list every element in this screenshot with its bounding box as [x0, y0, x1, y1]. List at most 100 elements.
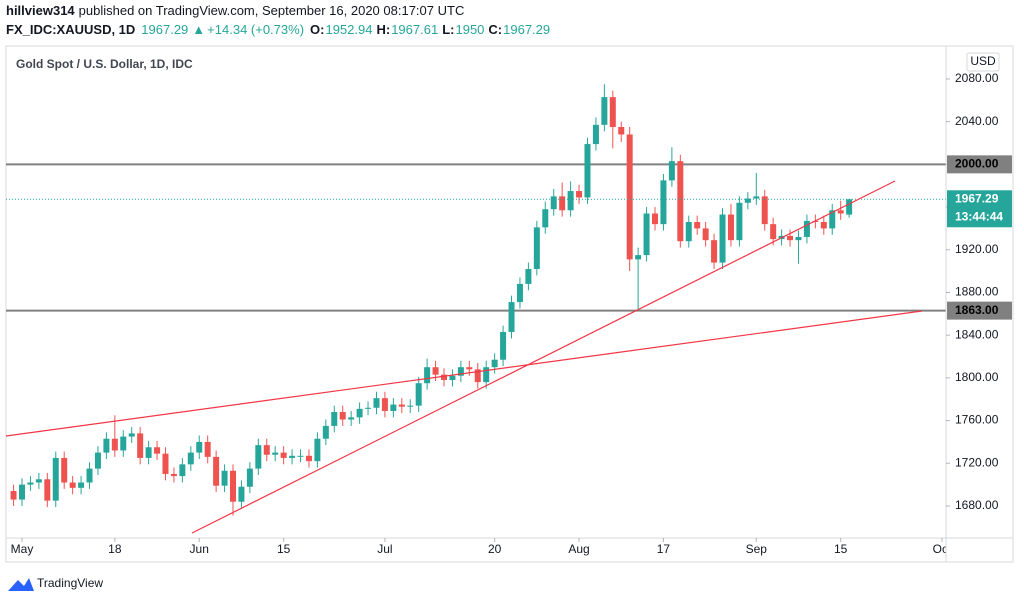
candle-body — [643, 213, 650, 256]
candle-body — [246, 468, 253, 487]
corner — [946, 539, 1012, 561]
candle-body — [162, 453, 169, 474]
candle-body — [94, 452, 101, 469]
candle-body — [415, 383, 422, 406]
y-tick-label: 1840.00 — [955, 327, 999, 341]
y-tick-label: 2080.00 — [955, 71, 999, 85]
candle-body — [170, 473, 177, 477]
candle-body — [263, 445, 270, 455]
ohlc-value: 1967.29 — [503, 22, 550, 37]
candle-body — [86, 468, 93, 483]
candle-body — [787, 235, 794, 241]
candle-body — [652, 213, 658, 225]
ohlc-label: H: — [376, 22, 390, 37]
author: hillview314 — [6, 3, 75, 18]
candle-body — [69, 482, 76, 488]
candle-body — [238, 486, 245, 502]
candle-body — [322, 425, 329, 439]
candle-body — [829, 210, 836, 229]
candle-body — [466, 367, 473, 370]
y-tick-label: 1880.00 — [955, 285, 999, 299]
candle-body — [576, 191, 583, 198]
x-tick-label: Sep — [746, 542, 768, 556]
candle-body — [685, 222, 692, 242]
candle-body — [567, 191, 574, 211]
candle-body — [559, 196, 566, 211]
candle-body — [356, 408, 363, 418]
candle-body — [457, 367, 464, 376]
candle-body — [626, 134, 633, 260]
candle-body — [677, 161, 684, 242]
candle-body — [407, 405, 414, 407]
candle-body — [449, 375, 456, 381]
level-label: 2000.00 — [955, 157, 999, 171]
candle-body — [668, 161, 675, 181]
y-tick-label: 1920.00 — [955, 242, 999, 256]
candle-body — [52, 457, 59, 501]
symbol: FX_IDC:XAUUSD, 1D — [6, 22, 135, 37]
candle-body — [280, 452, 287, 458]
candle-body — [753, 196, 760, 199]
candle-body — [272, 452, 279, 455]
candle-body — [491, 359, 498, 368]
x-tick-label: 18 — [108, 542, 122, 556]
candle-body — [390, 404, 397, 411]
candle-body — [137, 433, 144, 458]
ohlc-value: 1950 — [455, 22, 484, 37]
chart-title: Gold Spot / U.S. Dollar, 1D, IDC — [16, 57, 193, 71]
chart-frame — [5, 45, 1014, 563]
time-axis: May 18 Jun 15 Jul 20 Aug 17 Sep 15 Oct — [11, 538, 952, 556]
candle-body — [44, 479, 51, 501]
candle-body — [230, 470, 236, 502]
countdown: 13:44:44 — [955, 209, 1003, 223]
y-tick-label: 1680.00 — [955, 498, 999, 512]
x-tick-label: 15 — [834, 542, 848, 556]
candle-body — [500, 331, 507, 360]
candle-body — [103, 438, 110, 453]
candle-body — [761, 196, 768, 225]
candle-body — [508, 302, 515, 332]
candle-body — [803, 220, 810, 237]
candle-body — [213, 456, 220, 486]
candle-body — [339, 412, 346, 420]
candle-body — [10, 491, 17, 500]
header-line: hillview314 published on TradingView.com,… — [6, 3, 464, 18]
candle-body — [179, 464, 186, 477]
candle-body — [744, 198, 751, 203]
candle-body — [736, 202, 743, 241]
y-tick-label: 1760.00 — [955, 413, 999, 427]
candle-body — [660, 180, 667, 225]
candle-body — [305, 455, 312, 462]
level-label-box — [947, 155, 1012, 174]
price-axis: 1680.00 1720.00 1760.00 1800.00 1840.00 1880.… — [946, 71, 1012, 512]
candle-body — [145, 447, 152, 458]
ohlc-value: 1952.94 — [325, 22, 372, 37]
candle-body — [727, 214, 734, 241]
candle-body — [348, 417, 355, 420]
candle-body — [331, 412, 338, 426]
candle-body — [694, 222, 701, 229]
x-tick-label: Jul — [377, 542, 392, 556]
candle-body — [516, 283, 523, 303]
y-tick-label: 2040.00 — [955, 114, 999, 128]
symbol-info: FX_IDC:XAUUSD, 1D 1967.29 ▲ +14.34 (+0.73%)… — [6, 22, 550, 37]
candle-body — [719, 214, 726, 263]
candle-body — [111, 438, 118, 451]
candle-body — [120, 436, 127, 451]
candle-body — [27, 482, 34, 485]
x-tick-label: Aug — [568, 542, 589, 556]
candle-body — [601, 97, 608, 125]
candle-body — [19, 484, 25, 500]
change: +14.34 (+0.73%) — [207, 22, 304, 37]
candle-body — [373, 398, 380, 408]
ohlc-label: C: — [488, 22, 502, 37]
candle-body — [609, 97, 616, 127]
candle-body — [61, 457, 68, 483]
candle-body — [424, 367, 431, 384]
trend-line — [5, 310, 923, 437]
last-price-box — [947, 190, 1012, 228]
candle-body — [365, 407, 372, 409]
y-tick-label: 1720.00 — [955, 455, 999, 469]
x-tick-label: Jun — [190, 542, 209, 556]
